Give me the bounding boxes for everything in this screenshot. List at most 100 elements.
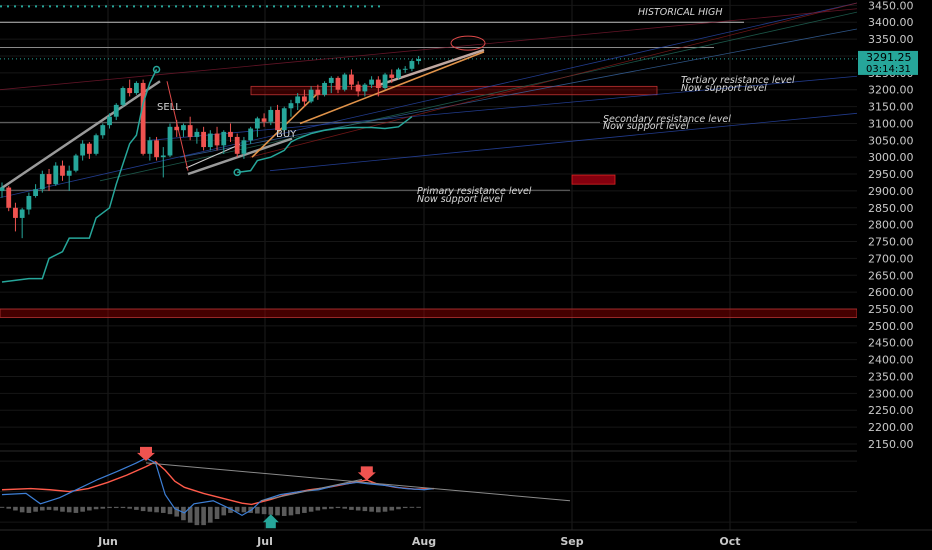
- candle: [409, 61, 415, 69]
- candle: [349, 74, 354, 85]
- osc-histogram-bar: [100, 506, 106, 509]
- osc-fast-line: [1, 457, 435, 517]
- channel-line-orange: [299, 51, 485, 125]
- osc-histogram-bar: [315, 506, 321, 511]
- uptrend-line-1: [0, 80, 161, 191]
- candle: [382, 74, 388, 89]
- osc-histogram-bar: [19, 506, 25, 513]
- price-tick-label: 2350.00: [868, 370, 914, 383]
- osc-histogram-bar: [87, 506, 92, 511]
- osc-histogram-bar: [281, 506, 287, 516]
- price-tick-label: 3150.00: [868, 101, 914, 114]
- osc-histogram-bar: [261, 506, 267, 515]
- osc-histogram-bar: [93, 506, 99, 510]
- candle: [194, 131, 200, 137]
- price-axis[interactable]: 3450.003400.003350.003300.003250.003200.…: [857, 0, 932, 550]
- candle: [221, 131, 227, 146]
- osc-histogram-bar: [160, 506, 166, 513]
- candle: [80, 143, 86, 156]
- price-tick-label: 3100.00: [868, 117, 914, 130]
- osc-histogram-bar: [402, 506, 408, 509]
- osc-signal-line: [1, 460, 435, 506]
- osc-histogram-bar: [0, 506, 5, 508]
- candle: [268, 109, 274, 122]
- primary-label: Primary resistance level: [417, 186, 532, 197]
- price-tick-label: 2500.00: [868, 320, 914, 333]
- candle: [389, 74, 395, 78]
- osc-histogram-bar: [26, 506, 32, 513]
- candle: [322, 82, 327, 95]
- candle: [261, 118, 267, 122]
- historical-high-label: HISTORICAL HIGH: [638, 7, 723, 18]
- osc-histogram-bar: [389, 506, 395, 511]
- candle: [187, 125, 193, 137]
- osc-histogram-bar: [40, 506, 45, 511]
- candle: [13, 207, 18, 218]
- candle: [201, 131, 206, 148]
- candle: [342, 74, 348, 90]
- osc-histogram-bar: [6, 506, 12, 509]
- osc-histogram-bar: [181, 506, 186, 521]
- osc-histogram-bar: [174, 506, 180, 517]
- osc-histogram-bar: [302, 506, 307, 513]
- price-tick-label: 2800.00: [868, 219, 914, 232]
- candle: [207, 133, 213, 148]
- osc-histogram-bar: [127, 506, 132, 509]
- price-tick-label: 2700.00: [868, 252, 914, 265]
- candle: [39, 174, 45, 190]
- osc-histogram-bar: [295, 506, 300, 515]
- last-price-badge: [858, 50, 918, 75]
- fan-line-6: [0, 8, 858, 91]
- time-tick-label: Jul: [256, 535, 273, 548]
- osc-histogram-bar: [362, 506, 368, 512]
- osc-histogram-bar: [73, 506, 79, 513]
- price-tick-label: 3350.00: [868, 33, 914, 46]
- price-tick-label: 2300.00: [868, 387, 914, 400]
- candle: [335, 77, 341, 90]
- candle: [396, 69, 401, 78]
- osc-histogram-bar: [369, 506, 374, 512]
- price-tick-label: 2750.00: [868, 236, 914, 249]
- fan-line-2: [269, 112, 858, 172]
- price-tick-label: 2900.00: [868, 185, 914, 198]
- candle: [0, 187, 5, 191]
- osc-histogram-bar: [46, 506, 52, 510]
- osc-histogram-bar: [322, 506, 327, 510]
- osc-histogram-bar: [382, 506, 388, 512]
- supertrend-start-top: [152, 65, 161, 74]
- price-tick-label: 2200.00: [868, 421, 914, 434]
- candle: [86, 143, 92, 154]
- candle: [402, 68, 408, 70]
- candle: [248, 128, 254, 141]
- candle: [214, 133, 220, 146]
- candle: [241, 140, 247, 154]
- candle: [46, 174, 52, 185]
- price-tick-label: 2550.00: [868, 303, 914, 316]
- supertrend-start-bottom: [233, 168, 241, 177]
- buy-arrow-icon: [262, 514, 279, 529]
- candle: [181, 125, 186, 131]
- price-tick-label: 2150.00: [868, 438, 914, 451]
- candle: [167, 126, 173, 156]
- price-tick-label: 3050.00: [868, 134, 914, 147]
- axis-background: [857, 0, 932, 550]
- candle: [234, 136, 240, 154]
- osc-histogram-bar: [113, 506, 119, 509]
- candle: [19, 209, 25, 218]
- sell-arrow-icon: [137, 446, 155, 461]
- tertiary-label: Tertiary resistance level: [681, 75, 795, 86]
- candle: [315, 89, 321, 95]
- price-tick-label: 3450.00: [868, 0, 914, 12]
- candle: [288, 103, 294, 109]
- price-tick-label: 2850.00: [868, 202, 914, 215]
- candle: [281, 108, 287, 131]
- osc-histogram-bar: [80, 506, 85, 512]
- time-axis[interactable]: Jun Jul Aug Sep Oct: [0, 529, 932, 548]
- osc-histogram-bar: [234, 506, 240, 512]
- candle: [113, 104, 119, 117]
- sell-drop-line: [166, 81, 189, 171]
- candle: [60, 165, 65, 176]
- price-tick-label: 3200.00: [868, 84, 914, 97]
